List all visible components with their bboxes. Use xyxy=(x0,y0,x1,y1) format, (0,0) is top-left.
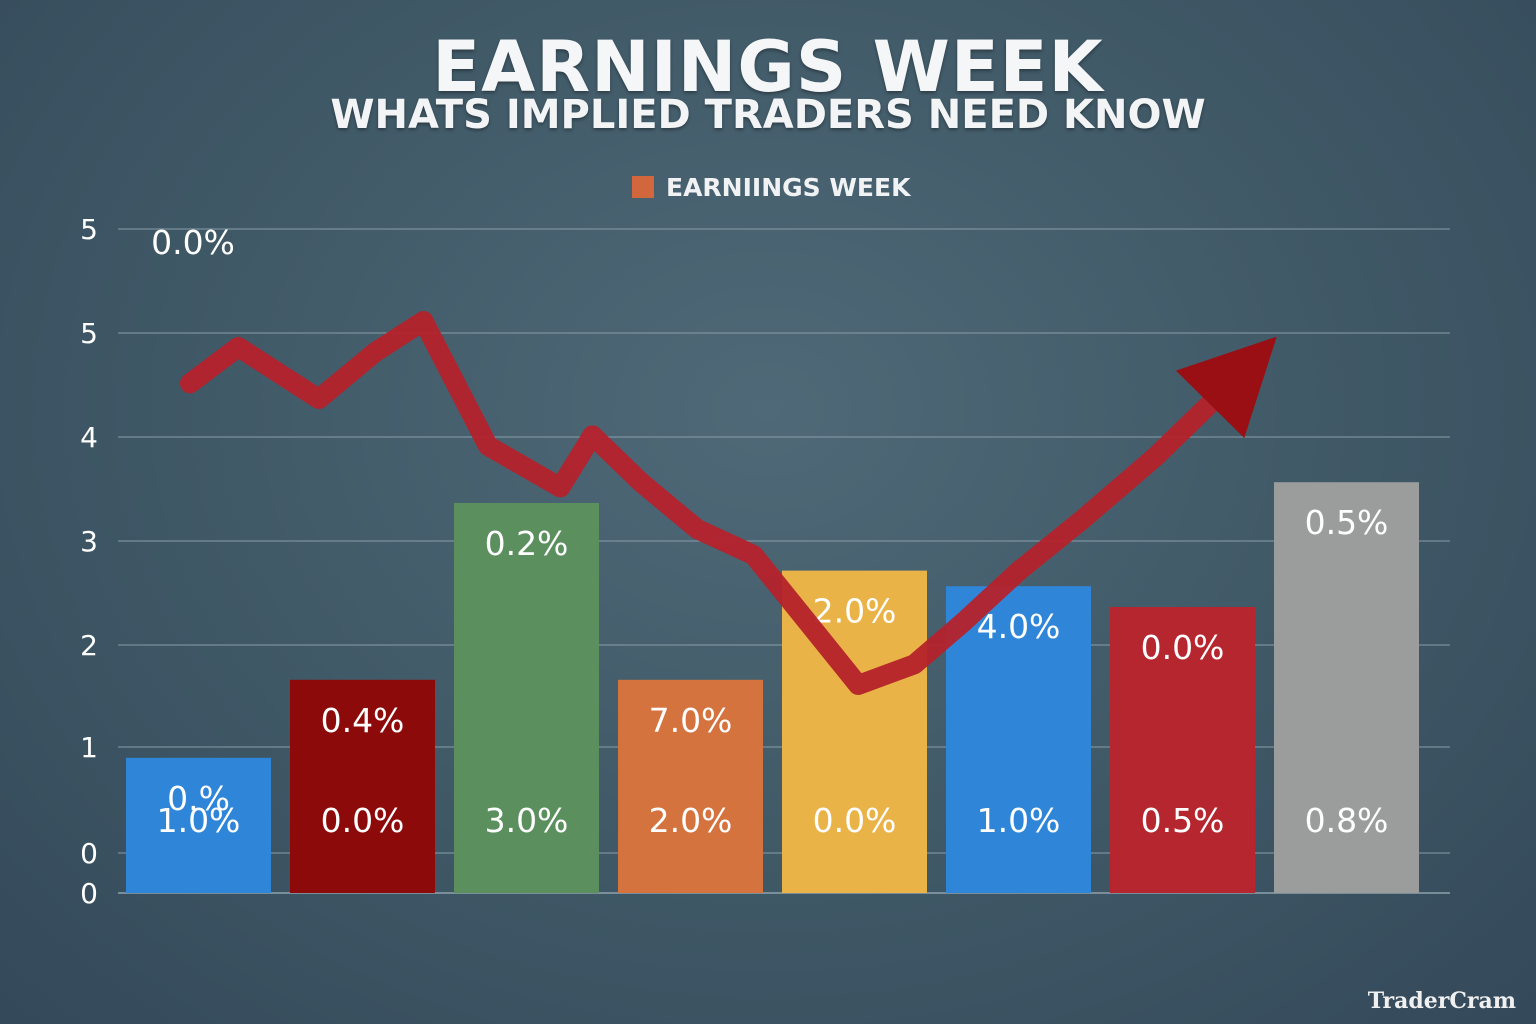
bar xyxy=(454,503,599,893)
watermark: TraderCram xyxy=(1367,988,1516,1014)
bar-label-top: 0.0% xyxy=(1141,628,1225,667)
bar-label-top: 2.0% xyxy=(813,592,897,631)
trend-arrow-head xyxy=(1175,336,1277,438)
legend-label: EARNIINGS WEEK xyxy=(666,172,911,202)
legend: EARNIINGS WEEK xyxy=(632,172,910,202)
bar xyxy=(618,679,763,893)
bar xyxy=(290,679,435,893)
y-tick-label: 0 xyxy=(80,877,98,910)
bar-label-top: 4.0% xyxy=(977,607,1061,646)
y-tick-label: 0 xyxy=(80,837,98,870)
y-tick-label: 4 xyxy=(80,421,98,454)
bar-label-bottom: 0.0% xyxy=(813,801,897,840)
bar-label-top: 0.5% xyxy=(1305,503,1389,542)
trend-line xyxy=(180,311,1231,695)
bar xyxy=(1274,482,1419,893)
y-tick-label: 3 xyxy=(80,525,98,558)
bar-label-bottom: 3.0% xyxy=(485,801,569,840)
bar-label-bottom: 0.8% xyxy=(1305,801,1389,840)
y-tick-label: 5 xyxy=(80,317,98,350)
bar xyxy=(126,757,271,893)
y-tick-label: 2 xyxy=(80,629,98,662)
bar-label-top: 0.4% xyxy=(321,701,405,740)
bar xyxy=(946,586,1091,893)
chart-subtitle: WHATS IMPLIED TRADERS NEED KNOW xyxy=(330,92,1206,138)
bar-label-bottom: 1.0% xyxy=(977,801,1061,840)
legend-swatch xyxy=(632,176,654,198)
bar-label-bottom: 1.0% xyxy=(157,801,241,840)
y-tick-label: 5 xyxy=(80,213,98,246)
bar xyxy=(1110,607,1255,893)
bar-label-top: 0.% xyxy=(167,779,230,818)
y-tick-label: 1 xyxy=(80,731,98,764)
bar-label-top: 0.2% xyxy=(485,524,569,563)
line-start-label: 0.0% xyxy=(151,223,235,262)
bar-label-bottom: 0.5% xyxy=(1141,801,1225,840)
chart-title: EARNINGS WEEK xyxy=(432,26,1104,108)
bar-label-top: 7.0% xyxy=(649,701,733,740)
bar-label-bottom: 2.0% xyxy=(649,801,733,840)
bar-label-bottom: 0.0% xyxy=(321,801,405,840)
